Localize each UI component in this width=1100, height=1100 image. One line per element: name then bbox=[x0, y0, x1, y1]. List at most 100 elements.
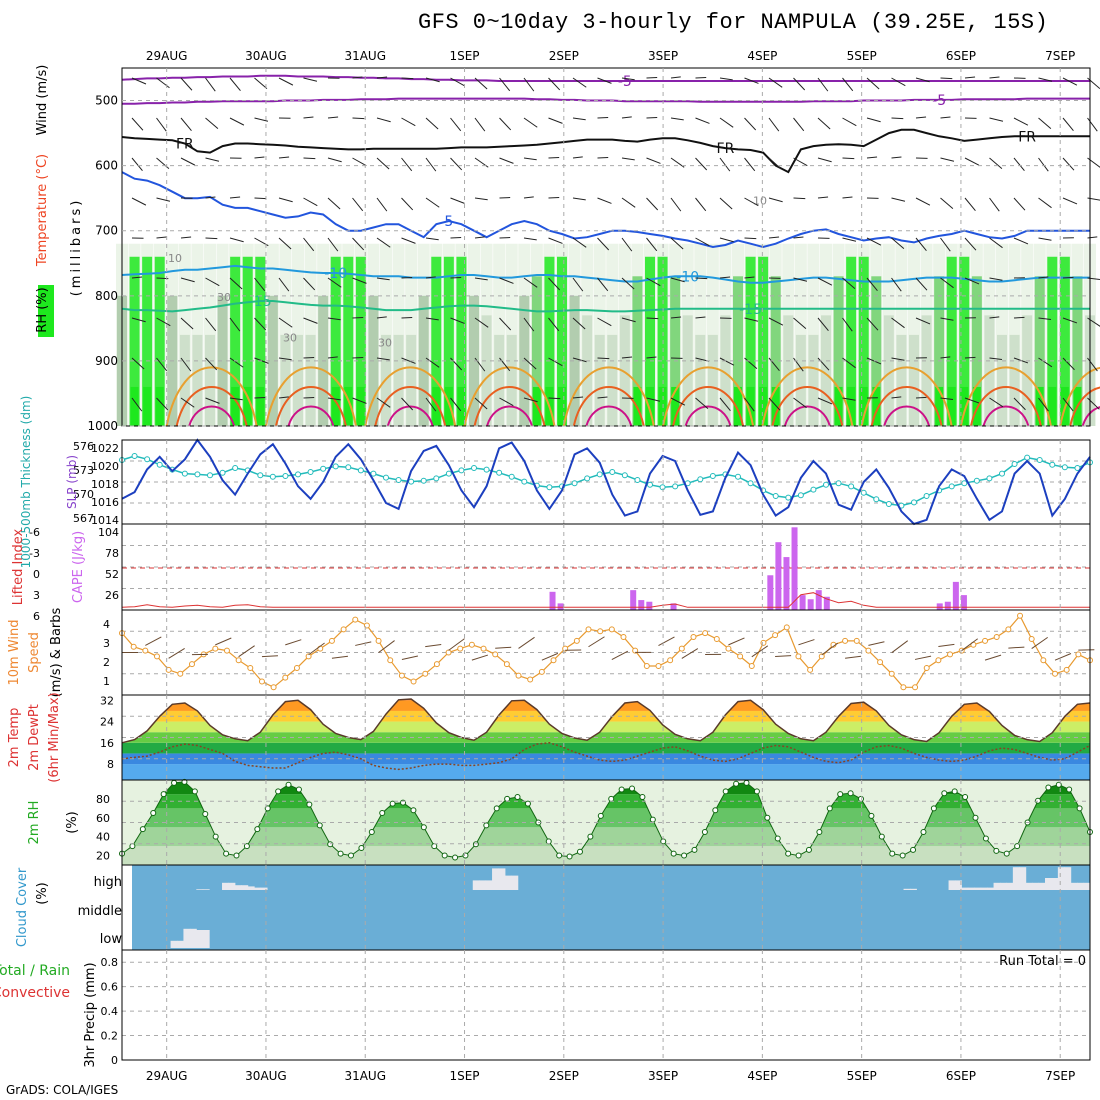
series-point bbox=[972, 814, 979, 821]
series-point bbox=[935, 657, 942, 664]
cloud-bar bbox=[1064, 867, 1072, 890]
series-point bbox=[269, 473, 276, 480]
series-point bbox=[305, 653, 312, 660]
wind-barb bbox=[1062, 397, 1074, 412]
wind-barb bbox=[450, 157, 463, 171]
rh-shade bbox=[883, 315, 894, 426]
wind-barb bbox=[866, 77, 880, 90]
axis-label: Wind (m/s) bbox=[35, 65, 50, 136]
cloud-bar bbox=[196, 889, 204, 890]
isotherm-loop bbox=[374, 386, 447, 427]
rh-shade bbox=[355, 256, 366, 426]
wind-barb bbox=[548, 77, 561, 91]
rh-shade bbox=[821, 315, 831, 426]
cloud-bar bbox=[987, 887, 995, 890]
wind-barb bbox=[719, 157, 731, 172]
wind-barb bbox=[180, 357, 192, 372]
rh-shade bbox=[846, 256, 857, 426]
rh-shade bbox=[707, 334, 718, 426]
series-point bbox=[748, 663, 755, 670]
rh-shade bbox=[205, 334, 215, 426]
isotherm-loop bbox=[585, 405, 633, 427]
isotherm-label: -10 bbox=[676, 269, 699, 285]
wind-barb bbox=[131, 357, 145, 370]
wind-barb bbox=[1013, 117, 1029, 126]
wind-barb bbox=[866, 237, 882, 246]
series-point bbox=[649, 816, 656, 823]
wind-barb bbox=[768, 197, 783, 203]
wind-barb bbox=[1062, 317, 1078, 324]
date-label-bottom: 1SEP bbox=[449, 1069, 479, 1083]
wind-barb bbox=[572, 197, 586, 201]
tick-label: 0.2 bbox=[101, 1030, 119, 1043]
cloud-bar bbox=[1012, 867, 1020, 890]
series-point bbox=[492, 651, 499, 658]
panel-rh2m: 80 60 40 20 2m RH (%) bbox=[27, 778, 1093, 866]
series-point bbox=[233, 852, 240, 859]
wind-barb bbox=[401, 117, 416, 127]
series-point bbox=[247, 664, 254, 671]
wind-barb bbox=[817, 77, 829, 92]
rh-shade bbox=[1059, 256, 1070, 426]
wind-barb bbox=[327, 197, 341, 210]
wind-barb bbox=[450, 117, 462, 132]
wind-barb bbox=[205, 196, 216, 199]
wind-barb bbox=[845, 655, 862, 659]
series-point bbox=[797, 492, 804, 499]
wind-barb bbox=[327, 277, 342, 288]
temp-band bbox=[122, 764, 1090, 780]
wind-barb bbox=[156, 317, 171, 327]
wind-barb bbox=[499, 357, 511, 372]
tick-label: 20 bbox=[96, 850, 110, 863]
series-point bbox=[420, 477, 427, 484]
series-point bbox=[573, 637, 580, 644]
pressure-tick-label: 500 bbox=[95, 94, 118, 108]
wind-barb bbox=[1013, 316, 1025, 319]
wind-barb bbox=[670, 316, 682, 319]
wind-barb bbox=[278, 237, 292, 250]
cape-bar bbox=[557, 603, 564, 610]
wind-barb bbox=[891, 357, 905, 361]
panel-cloud: high middle low Cloud Cover (%) bbox=[15, 864, 1091, 951]
cloud-bar bbox=[189, 928, 197, 948]
wind-barb bbox=[425, 237, 439, 241]
isotherm-loop bbox=[463, 366, 556, 427]
cloud-bar bbox=[260, 887, 268, 890]
wind-barb bbox=[238, 645, 255, 658]
isotherm-loop bbox=[672, 386, 745, 427]
wind-barb bbox=[156, 397, 169, 411]
series-point bbox=[823, 481, 829, 488]
wind-barb bbox=[425, 357, 440, 368]
rh-shade bbox=[129, 256, 140, 426]
rh-shade bbox=[344, 386, 353, 426]
rh-shade bbox=[256, 386, 265, 426]
tick-label: 1016 bbox=[91, 496, 119, 509]
series-point bbox=[596, 471, 603, 478]
wind-barb bbox=[474, 317, 489, 328]
wind-barb bbox=[254, 77, 268, 89]
series-point bbox=[712, 807, 719, 814]
wind-barb bbox=[1087, 117, 1098, 132]
rh-label: 30 bbox=[283, 331, 297, 344]
rh-shade bbox=[531, 276, 542, 426]
series-point bbox=[826, 805, 833, 812]
rh-shade bbox=[1009, 334, 1020, 426]
wind-barb bbox=[474, 236, 485, 239]
wind-barb bbox=[401, 197, 414, 211]
series-point bbox=[295, 786, 302, 793]
series-point bbox=[760, 639, 767, 646]
rh-shade bbox=[733, 276, 743, 426]
wind-barb bbox=[1038, 237, 1052, 241]
series-point bbox=[818, 653, 825, 660]
wind-barb bbox=[866, 317, 879, 331]
rh-shade bbox=[356, 386, 365, 426]
wind-barb bbox=[156, 357, 168, 372]
series-point bbox=[504, 795, 511, 802]
wind-barb bbox=[474, 397, 488, 410]
wind-barb bbox=[278, 396, 289, 399]
series-point bbox=[496, 469, 503, 476]
rh-shade bbox=[343, 256, 354, 426]
wind-barb bbox=[401, 237, 416, 244]
series-point bbox=[585, 626, 592, 633]
series-point bbox=[514, 794, 521, 800]
